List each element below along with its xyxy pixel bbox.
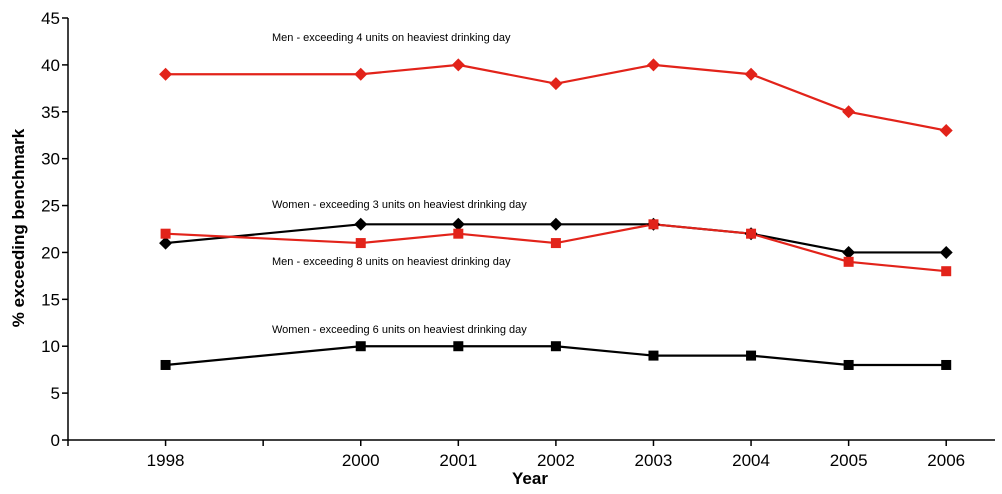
data-point	[746, 350, 757, 361]
data-point	[939, 124, 953, 138]
series-label-women-3-units: Women - exceeding 3 units on heaviest dr…	[272, 199, 527, 211]
data-point	[746, 228, 757, 239]
data-point	[453, 228, 464, 239]
data-point	[550, 238, 561, 249]
axes: 0 5 10 15 20 25 30 35 40 45 1998 2000 2001 2002 2003 2…	[41, 9, 995, 470]
data-point	[159, 236, 173, 250]
data-point	[354, 67, 368, 81]
data-point	[160, 228, 171, 239]
y-tick-label: 15	[41, 290, 60, 309]
series-line-1	[165, 223, 947, 254]
series-markers	[159, 58, 953, 370]
x-tick-label: 2004	[732, 451, 770, 470]
data-point	[939, 245, 953, 259]
x-tick-label: 2002	[537, 451, 575, 470]
series-labels: Men - exceeding 4 units on heaviest drin…	[272, 32, 527, 336]
x-tick-label: 2001	[439, 451, 477, 470]
data-point	[453, 341, 464, 352]
data-point	[843, 256, 854, 267]
data-point	[648, 219, 659, 230]
data-point	[941, 266, 952, 277]
data-point	[549, 77, 563, 91]
y-tick-label: 45	[41, 9, 60, 28]
data-point	[648, 350, 659, 361]
series-label-men-8-units: Men - exceeding 8 units on heaviest drin…	[272, 256, 511, 268]
x-tick-label: 1998	[147, 451, 185, 470]
x-tick-label: 2000	[342, 451, 380, 470]
data-point	[160, 359, 171, 370]
x-tick-label: 2006	[927, 451, 965, 470]
data-point	[842, 105, 856, 119]
y-tick-label: 10	[41, 337, 60, 356]
y-tick-label: 5	[51, 384, 60, 403]
y-axis-title: % exceeding benchmark	[9, 128, 28, 327]
x-tick-label: 2005	[830, 451, 868, 470]
data-point	[159, 67, 173, 81]
data-point	[549, 217, 563, 231]
data-point	[941, 359, 952, 370]
y-tick-label: 25	[41, 197, 60, 216]
data-point	[451, 58, 465, 72]
series-lines	[165, 63, 947, 367]
data-point	[355, 238, 366, 249]
series-label-women-6-units: Women - exceeding 6 units on heaviest dr…	[272, 324, 527, 336]
y-tick-label: 40	[41, 56, 60, 75]
y-tick-label: 35	[41, 103, 60, 122]
y-ticks: 0 5 10 15 20 25 30 35 40 45	[41, 9, 68, 450]
series-label-men-4-units: Men - exceeding 4 units on heaviest drin…	[272, 32, 511, 44]
series-line-2	[165, 223, 947, 273]
data-point	[646, 58, 660, 72]
y-tick-label: 0	[51, 431, 60, 450]
series-line-0	[165, 63, 947, 132]
data-point	[744, 67, 758, 81]
data-point	[842, 245, 856, 259]
x-tick-label: 2003	[635, 451, 673, 470]
data-point	[354, 217, 368, 231]
data-point	[451, 217, 465, 231]
data-point	[550, 341, 561, 352]
series-line-3	[165, 345, 947, 367]
x-ticks: 1998 2000 2001 2002 2003 2004 2005 2006	[67, 440, 965, 470]
y-tick-label: 20	[41, 243, 60, 262]
y-tick-label: 30	[41, 150, 60, 169]
x-axis-title: Year	[512, 469, 548, 488]
data-point	[843, 359, 854, 370]
data-point	[355, 341, 366, 352]
